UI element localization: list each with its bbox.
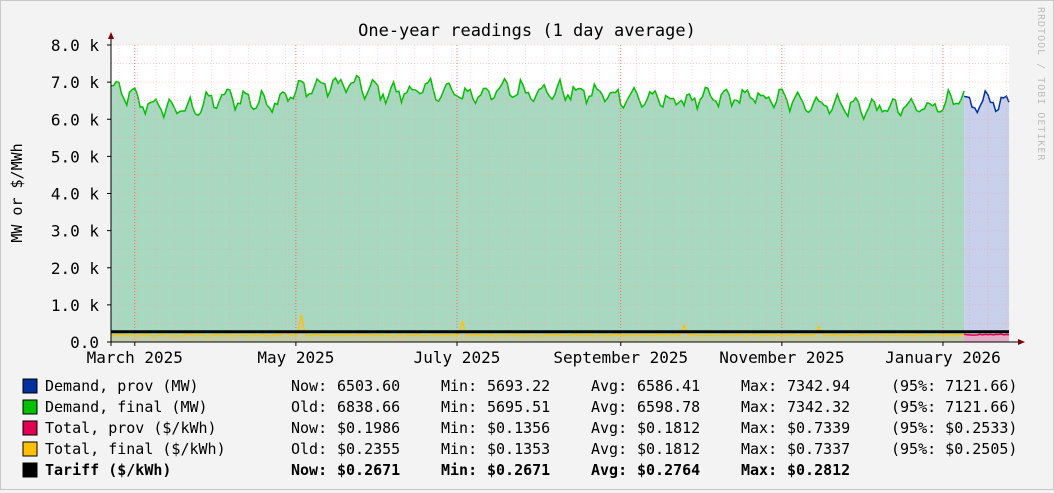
- y-axis-label: MW or $/MWh: [8, 143, 26, 242]
- chart-title: One-year readings (1 day average): [358, 21, 696, 41]
- legend-min-label: Min:: [441, 440, 477, 458]
- legend-avg-value: 6598.78: [637, 398, 700, 416]
- legend-current-value: $0.2355: [337, 440, 400, 458]
- legend-max-value: $0.2812: [787, 461, 850, 479]
- y-tick-label: 8.0 k: [51, 36, 100, 55]
- legend-min-label: Min:: [441, 461, 477, 479]
- y-tick-label: 1.0 k: [51, 296, 100, 315]
- plot-area: 0.0 1.0 k 2.0 k 3.0 k 4.0 k 5.0 k 6.0 k 7.0 k 8.…: [51, 32, 1025, 367]
- legend-swatch: [22, 420, 38, 436]
- legend-avg-value: $0.2764: [637, 461, 700, 479]
- legend-series-name: Total, prov ($/kWh): [45, 419, 217, 437]
- legend-current-value: $0.1986: [337, 419, 400, 437]
- legend-row: Total, prov ($/kWh) Now: $0.1986 Min: $0.135…: [22, 419, 1017, 437]
- legend-current-value: $0.2671: [337, 461, 400, 479]
- legend-min-value: $0.2671: [487, 461, 550, 479]
- legend-current-label: Now:: [291, 377, 327, 395]
- legend-avg-label: Avg:: [591, 377, 627, 395]
- legend-current-label: Old:: [291, 440, 327, 458]
- x-tick-label: September 2025: [553, 348, 688, 367]
- legend-swatch: [22, 441, 38, 457]
- x-tick-label: January 2026: [885, 348, 1001, 367]
- total-prov-line: [963, 333, 1010, 336]
- legend-min-value: 5693.22: [487, 377, 550, 395]
- legend-swatch: [22, 462, 38, 478]
- legend-min-value: $0.1356: [487, 419, 550, 437]
- legend: Demand, prov (MW) Now: 6503.60 Min: 5693.22 A…: [22, 377, 1017, 479]
- x-tick-label: May 2025: [257, 348, 334, 367]
- legend-current-label: Now:: [291, 461, 327, 479]
- legend-current-value: 6838.66: [337, 398, 400, 416]
- y-tick-label: 2.0 k: [51, 259, 100, 278]
- legend-p95-value: (95%: 7121.66): [891, 377, 1017, 395]
- legend-p95-value: (95%: 7121.66): [891, 398, 1017, 416]
- legend-max-label: Max:: [741, 377, 777, 395]
- legend-avg-label: Avg:: [591, 440, 627, 458]
- legend-avg-value: 6586.41: [637, 377, 700, 395]
- legend-min-value: $0.1353: [487, 440, 550, 458]
- demand-final-line: [110, 74, 965, 122]
- x-tick-label: March 2025: [87, 348, 183, 367]
- total-prov-area: [964, 334, 1009, 342]
- legend-series-name: Demand, prov (MW): [45, 377, 199, 395]
- legend-max-value: 7342.94: [787, 377, 850, 395]
- legend-avg-value: $0.1812: [637, 440, 700, 458]
- legend-min-label: Min:: [441, 377, 477, 395]
- x-tick-label: November 2025: [719, 348, 844, 367]
- legend-row: Demand, final (MW) Old: 6838.66 Min: 5695.51…: [22, 398, 1017, 416]
- legend-max-label: Max:: [741, 419, 777, 437]
- demand-prov-line: [963, 89, 1010, 115]
- legend-max-value: $0.7337: [787, 440, 850, 458]
- legend-max-value: 7342.32: [787, 398, 850, 416]
- legend-series-name: Demand, final (MW): [45, 398, 208, 416]
- legend-series-name: Tariff ($/kWh): [45, 461, 171, 479]
- y-tick-label: 6.0 k: [51, 110, 100, 129]
- legend-row: Total, final ($/kWh) Old: $0.2355 Min: $0.13…: [22, 440, 1017, 458]
- vendor-text: RRDTOOL / TOBI OETIKER: [1035, 7, 1046, 161]
- legend-row: Demand, prov (MW) Now: 6503.60 Min: 5693.22 A…: [22, 377, 1017, 395]
- demand-prov-area: [964, 90, 1009, 343]
- legend-max-value: $0.7339: [787, 419, 850, 437]
- legend-avg-label: Avg:: [591, 419, 627, 437]
- y-tick-label: 3.0 k: [51, 222, 100, 241]
- legend-p95-value: (95%: $0.2505): [891, 440, 1017, 458]
- x-tick-label: July 2025: [414, 348, 501, 367]
- legend-avg-label: Avg:: [591, 461, 627, 479]
- y-tick-label: 7.0 k: [51, 73, 100, 92]
- legend-min-label: Min:: [441, 419, 477, 437]
- legend-min-label: Min:: [441, 398, 477, 416]
- legend-p95-value: (95%: $0.2533): [891, 419, 1017, 437]
- y-axis-arrow: [108, 32, 114, 39]
- legend-avg-value: $0.1812: [637, 419, 700, 437]
- legend-max-label: Max:: [741, 398, 777, 416]
- legend-avg-label: Avg:: [591, 398, 627, 416]
- legend-current-label: Now:: [291, 419, 327, 437]
- legend-max-label: Max:: [741, 440, 777, 458]
- legend-current-label: Old:: [291, 398, 327, 416]
- demand-final-area: [111, 75, 965, 342]
- legend-max-label: Max:: [741, 461, 777, 479]
- legend-row: Tariff ($/kWh) Now: $0.2671 Min: $0.2671 Avg:…: [22, 461, 850, 479]
- legend-series-name: Total, final ($/kWh): [45, 440, 226, 458]
- y-tick-label: 4.0 k: [51, 185, 100, 204]
- legend-current-value: 6503.60: [337, 377, 400, 395]
- y-tick-label: 5.0 k: [51, 147, 100, 166]
- legend-swatch: [22, 378, 38, 394]
- legend-min-value: 5695.51: [487, 398, 550, 416]
- y-tick-label: 0.0: [70, 333, 99, 352]
- x-axis-arrow: [1018, 339, 1025, 345]
- legend-swatch: [22, 399, 38, 415]
